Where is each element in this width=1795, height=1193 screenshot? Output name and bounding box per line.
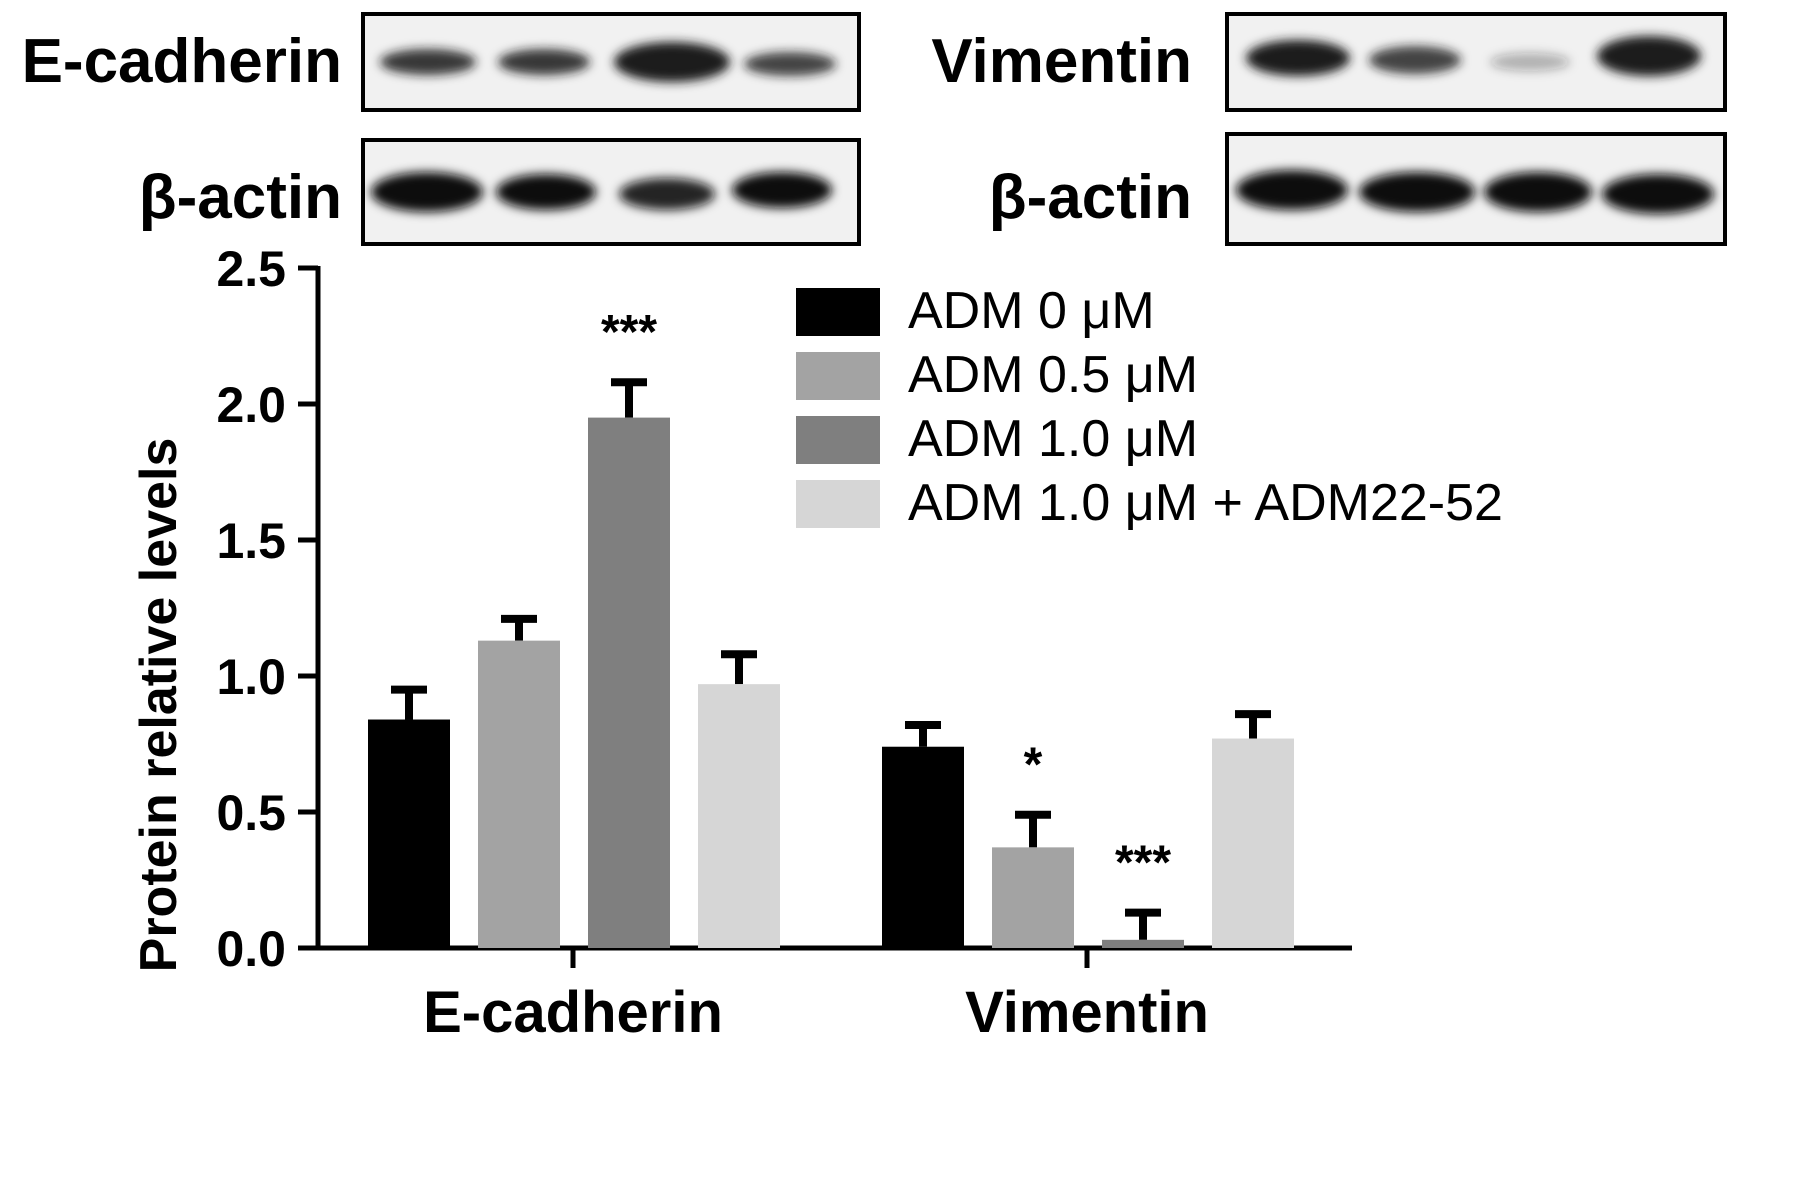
bar [992, 847, 1074, 948]
bar [478, 640, 560, 948]
blot-label-vimentin: Vimentin [931, 27, 1192, 96]
blot-band [1490, 53, 1570, 71]
blot-label-beta-actin-left: β-actin [139, 163, 342, 232]
blot-band [380, 49, 476, 75]
y-tick-label: 0.0 [216, 921, 286, 977]
y-tick-label: 1.0 [216, 649, 286, 705]
legend: ADM 0 μM ADM 0.5 μM ADM 1.0 μM ADM 1.0 μM +… [796, 282, 1503, 532]
y-tick-label: 1.5 [216, 513, 286, 569]
blot-beta-actin-right [1225, 132, 1727, 246]
blot-band [1246, 40, 1350, 76]
x-category-label: Vimentin [965, 980, 1209, 1045]
bar [1102, 939, 1184, 948]
y-tick-label: 0.5 [216, 785, 286, 841]
blot-band [1236, 170, 1348, 210]
blot-band [744, 52, 836, 76]
blot-band [1369, 46, 1461, 74]
y-axis-label: Protein relative levels [130, 438, 188, 973]
blot-beta-actin-left [361, 138, 861, 246]
bar-chart: Protein relative levels 0.0 0.5 1.0 1.5 2.0 2… [130, 241, 1503, 1045]
blot-band [1602, 174, 1714, 214]
bar [1212, 738, 1294, 948]
legend-swatch [796, 288, 880, 336]
bar [882, 746, 964, 948]
blot-band [1597, 36, 1701, 76]
blot-band [1359, 172, 1475, 212]
blot-band [732, 172, 832, 208]
significance-marker: *** [601, 306, 657, 359]
blot-band [1484, 172, 1592, 212]
blot-band [498, 49, 590, 75]
blot-band [619, 178, 715, 210]
blot-e-cadherin [361, 12, 861, 112]
x-category-label: E-cadherin [423, 980, 723, 1045]
western-blot-panels: E-cadherin β-actin Vimentin β-actin [22, 12, 1727, 246]
blot-label-beta-actin-right: β-actin [989, 163, 1192, 232]
blot-band [496, 174, 596, 210]
legend-label: ADM 1.0 μM + ADM22-52 [908, 474, 1503, 532]
legend-label: ADM 1.0 μM [908, 410, 1198, 468]
legend-swatch [796, 480, 880, 528]
blot-band [371, 172, 483, 212]
blot-band [614, 42, 730, 82]
legend-swatch [796, 416, 880, 464]
bar [368, 719, 450, 948]
y-tick-label: 2.0 [216, 377, 286, 433]
legend-swatch [796, 352, 880, 400]
blot-vimentin [1225, 12, 1727, 112]
legend-label: ADM 0.5 μM [908, 346, 1198, 404]
bar [698, 684, 780, 948]
legend-label: ADM 0 μM [908, 282, 1155, 340]
blot-label-e-cadherin: E-cadherin [22, 27, 342, 96]
y-tick-label: 2.5 [216, 241, 286, 297]
bar [588, 417, 670, 949]
significance-marker: *** [1115, 837, 1171, 890]
significance-marker: * [1024, 739, 1043, 792]
plot-area: 0.0 0.5 1.0 1.5 2.0 2.5 E-cadherin *** Vimentin *… [216, 241, 1352, 1045]
